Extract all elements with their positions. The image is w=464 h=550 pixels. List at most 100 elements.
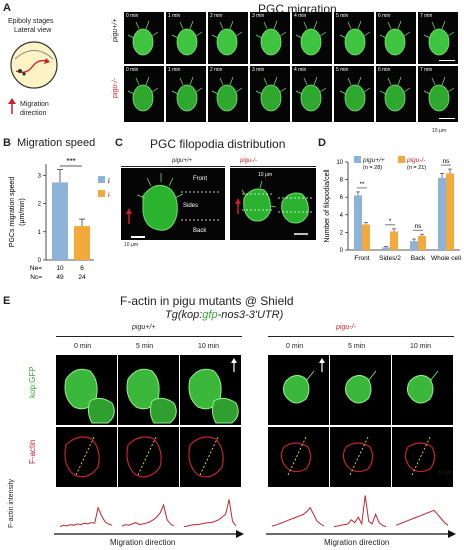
filopodium — [263, 21, 268, 30]
pgc-cell — [127, 76, 159, 112]
factin-frame — [56, 427, 117, 487]
filopodium — [273, 76, 278, 86]
frame-time: 0 min — [126, 13, 139, 19]
timelapse-frame: 1 min — [166, 66, 206, 122]
filopodium — [195, 31, 203, 37]
filopodium — [219, 21, 224, 30]
arrow-head — [319, 358, 325, 363]
filopodium — [367, 370, 377, 382]
profile-trace — [333, 495, 387, 528]
sig-label: ** — [359, 181, 365, 188]
scale-bar — [439, 59, 455, 61]
panel-c-letter: C — [115, 137, 123, 149]
e-time-label: 0 min — [286, 343, 304, 350]
y-tick-label: 4 — [340, 213, 344, 219]
cell-body — [132, 28, 154, 56]
panel-c-title: PGC filopodia distribution — [150, 137, 286, 151]
profile-trace — [59, 505, 113, 528]
cell-body — [384, 28, 406, 56]
filopodium — [219, 77, 224, 86]
bar — [362, 224, 370, 250]
y-tick-label: 2 — [340, 230, 344, 236]
migration-direction-arrow-icon — [8, 98, 16, 114]
legend-label: pigu+/+ — [362, 157, 385, 164]
y-tick-label: 3 — [38, 173, 42, 179]
filopodium — [319, 87, 327, 93]
timelapse-frame: 4 min — [292, 12, 332, 64]
timelapse-frame: 4 min — [292, 66, 332, 122]
filopodium — [279, 87, 287, 93]
frame-time: 7 min — [420, 13, 433, 19]
frame-time: 3 min — [252, 67, 265, 73]
filopodium — [363, 87, 371, 93]
legend-swatch — [98, 190, 105, 197]
c-scale-bar-wt — [131, 236, 145, 238]
gfp-cells — [64, 368, 115, 424]
pgc-cell — [295, 20, 327, 56]
filopodium — [313, 20, 318, 30]
c-scale-wt: 10 μm — [124, 242, 138, 248]
migration-axis-arrow — [54, 530, 244, 538]
e-xlabel-wt: Migration direction — [110, 538, 176, 547]
kop-gfp-frame — [56, 355, 117, 425]
timelapse-frame: 5 min — [334, 66, 374, 122]
filopodium — [397, 20, 402, 30]
filopodium — [279, 31, 287, 37]
e-group-wt: pigu+/+ — [132, 324, 156, 331]
frame-time: 0 min — [126, 67, 139, 73]
filopodium — [263, 77, 268, 86]
cell-body — [260, 28, 282, 56]
filopodium — [357, 76, 362, 86]
bar — [382, 247, 390, 250]
profile-line — [349, 436, 369, 476]
filopodium — [447, 87, 455, 93]
timelapse-frame: 7 min — [418, 66, 458, 122]
gfp-cell — [344, 375, 372, 404]
filopodium — [431, 77, 436, 86]
gfp-cells — [406, 370, 439, 404]
filopodium — [379, 34, 387, 39]
y-axis-label: PGCs migration speed — [9, 177, 16, 248]
e-group-mut: pigu-/- — [336, 324, 356, 331]
row-label-mut: pigu-/- — [112, 78, 119, 98]
c-back-label: Back — [193, 228, 207, 234]
filopodium — [189, 20, 194, 30]
intensity-profile — [395, 509, 449, 526]
filopodium — [303, 21, 308, 30]
timelapse-frame: 1 min — [166, 12, 206, 64]
y-tick-label: 10 — [336, 160, 343, 166]
timelapse-frame: 2 min — [208, 66, 248, 122]
panel-a-letter: A — [3, 2, 11, 14]
filopodium — [151, 31, 159, 37]
nc-value: 49 — [56, 274, 64, 280]
profile-trace — [183, 499, 237, 528]
e-intensity-label: F-actin intensity — [8, 478, 15, 528]
intensity-profile — [333, 495, 387, 528]
e-time-label: 5 min — [348, 343, 366, 350]
pgc-cell — [339, 20, 371, 56]
gfp-cells — [126, 368, 177, 424]
cell-body — [216, 28, 238, 56]
intensity-profile — [183, 499, 237, 528]
nc-label: Nc= — [30, 274, 42, 280]
frame-time: 4 min — [294, 13, 307, 19]
bar — [74, 226, 90, 260]
gfp-cells — [344, 370, 377, 404]
filopodium — [447, 31, 455, 37]
filopodium — [235, 31, 243, 37]
filopodia-chart: 0 2 4 6 8 10 Number of filopodia/cell ** Front * S… — [324, 156, 462, 262]
filopodium — [295, 34, 303, 39]
panel-e-subtitle: Tg(kop:gfp-nos3-3'UTR) — [165, 309, 283, 321]
pgc-cell — [379, 76, 411, 112]
epiboly-stages-label: Epiboly stages — [8, 18, 54, 25]
intensity-profile — [121, 503, 175, 527]
frame-time: 6 min — [378, 67, 391, 73]
cell-body — [384, 84, 406, 112]
timelapse-frame: 3 min — [250, 66, 290, 122]
filopodium — [295, 90, 303, 95]
factin-frame — [180, 427, 241, 487]
subtitle-post: -nos3-3'UTR) — [217, 309, 284, 321]
subtitle-pre: Tg(kop: — [165, 309, 203, 321]
timelapse-frame: 2 min — [208, 12, 248, 64]
nc-value: 24 — [78, 274, 86, 280]
